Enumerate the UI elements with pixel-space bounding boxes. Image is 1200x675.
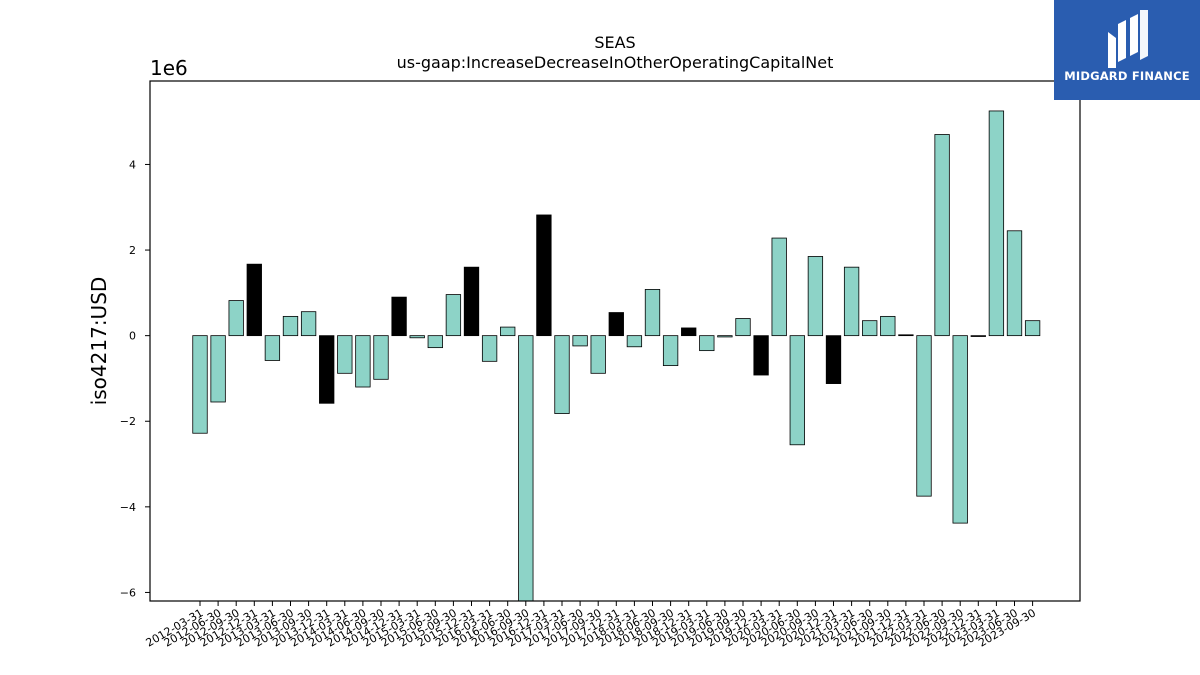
bar-2013-12-31 <box>319 335 335 404</box>
bar-2022-12-31 <box>970 335 986 337</box>
bar-2019-12-31 <box>753 335 769 376</box>
bar-2012-03-31 <box>192 335 208 434</box>
bar-2014-06-30 <box>355 335 371 388</box>
bar-2020-09-30 <box>807 256 824 337</box>
bar-2013-03-31 <box>264 335 281 361</box>
y-axis-offset-label: 1e6 <box>150 56 188 80</box>
plot-frame <box>149 80 1081 602</box>
logo-mark-icon <box>1108 10 1148 68</box>
y-tick-label: −2 <box>120 415 136 428</box>
bar-2016-03-31 <box>481 335 498 362</box>
bar-2021-03-31 <box>843 266 860 337</box>
bar-2018-03-31 <box>626 335 643 348</box>
bar-2015-09-30 <box>445 294 462 337</box>
bar-2015-03-31 <box>409 335 425 339</box>
bar-2012-12-31 <box>246 263 262 337</box>
bar-2016-12-31 <box>536 214 552 337</box>
bar-2018-09-30 <box>662 335 679 367</box>
bar-2014-12-31 <box>391 296 407 337</box>
bar-2020-12-31 <box>825 335 842 384</box>
bar-2016-09-30 <box>518 335 534 602</box>
bar-2019-03-31 <box>699 335 715 352</box>
bar-2022-06-30 <box>934 134 950 337</box>
bar-2019-09-30 <box>735 318 751 337</box>
bar-2019-06-30 <box>717 335 733 338</box>
bar-2017-12-31 <box>608 312 624 337</box>
y-axis: −6 −4 −2 0 2 4 <box>120 158 150 599</box>
bar-2018-12-31 <box>681 327 697 337</box>
bar-2021-12-31 <box>898 334 914 337</box>
bar-2017-09-30 <box>590 335 606 374</box>
bar-2014-09-30 <box>373 335 389 380</box>
y-tick-label: 2 <box>129 244 136 257</box>
chart-title: SEAS <box>594 33 635 52</box>
bar-2022-09-30 <box>952 335 968 524</box>
bar-2020-03-31 <box>771 237 787 337</box>
y-axis-label: iso4217:USD <box>87 277 111 406</box>
bar-2013-06-30 <box>282 315 299 337</box>
x-axis: 2012-03-312012-06-302012-09-302012-12-31… <box>144 601 1038 650</box>
y-tick-label: 4 <box>129 158 136 171</box>
bar-2021-09-30 <box>880 315 896 337</box>
bar-2015-12-31 <box>463 266 480 337</box>
bar-2022-03-31 <box>916 335 932 497</box>
y-tick-label: −6 <box>120 586 136 599</box>
bar-2023-06-30 <box>1006 230 1023 337</box>
bar-2016-06-30 <box>500 326 516 337</box>
bar-2020-06-30 <box>789 335 805 446</box>
bars-group <box>192 110 1041 602</box>
bar-2021-06-30 <box>862 320 878 337</box>
bar-2012-06-30 <box>210 335 226 403</box>
bar-2014-03-31 <box>337 335 353 374</box>
bar-2018-06-30 <box>644 289 661 337</box>
bar-2017-06-30 <box>572 335 588 347</box>
bar-2017-03-31 <box>554 335 570 414</box>
bar-2013-09-30 <box>300 311 317 337</box>
bar-2015-06-30 <box>427 335 443 349</box>
bar-2012-09-30 <box>228 300 244 337</box>
bar-2023-09-30 <box>1024 320 1041 337</box>
chart-subtitle: us-gaap:IncreaseDecreaseInOtherOperating… <box>397 53 834 72</box>
brand-logo: MIDGARD FINANCE <box>1054 0 1200 100</box>
bar-2023-03-31 <box>988 110 1005 337</box>
y-tick-label: −4 <box>120 501 136 514</box>
y-tick-label: 0 <box>129 330 136 343</box>
logo-text: MIDGARD FINANCE <box>1064 69 1190 83</box>
